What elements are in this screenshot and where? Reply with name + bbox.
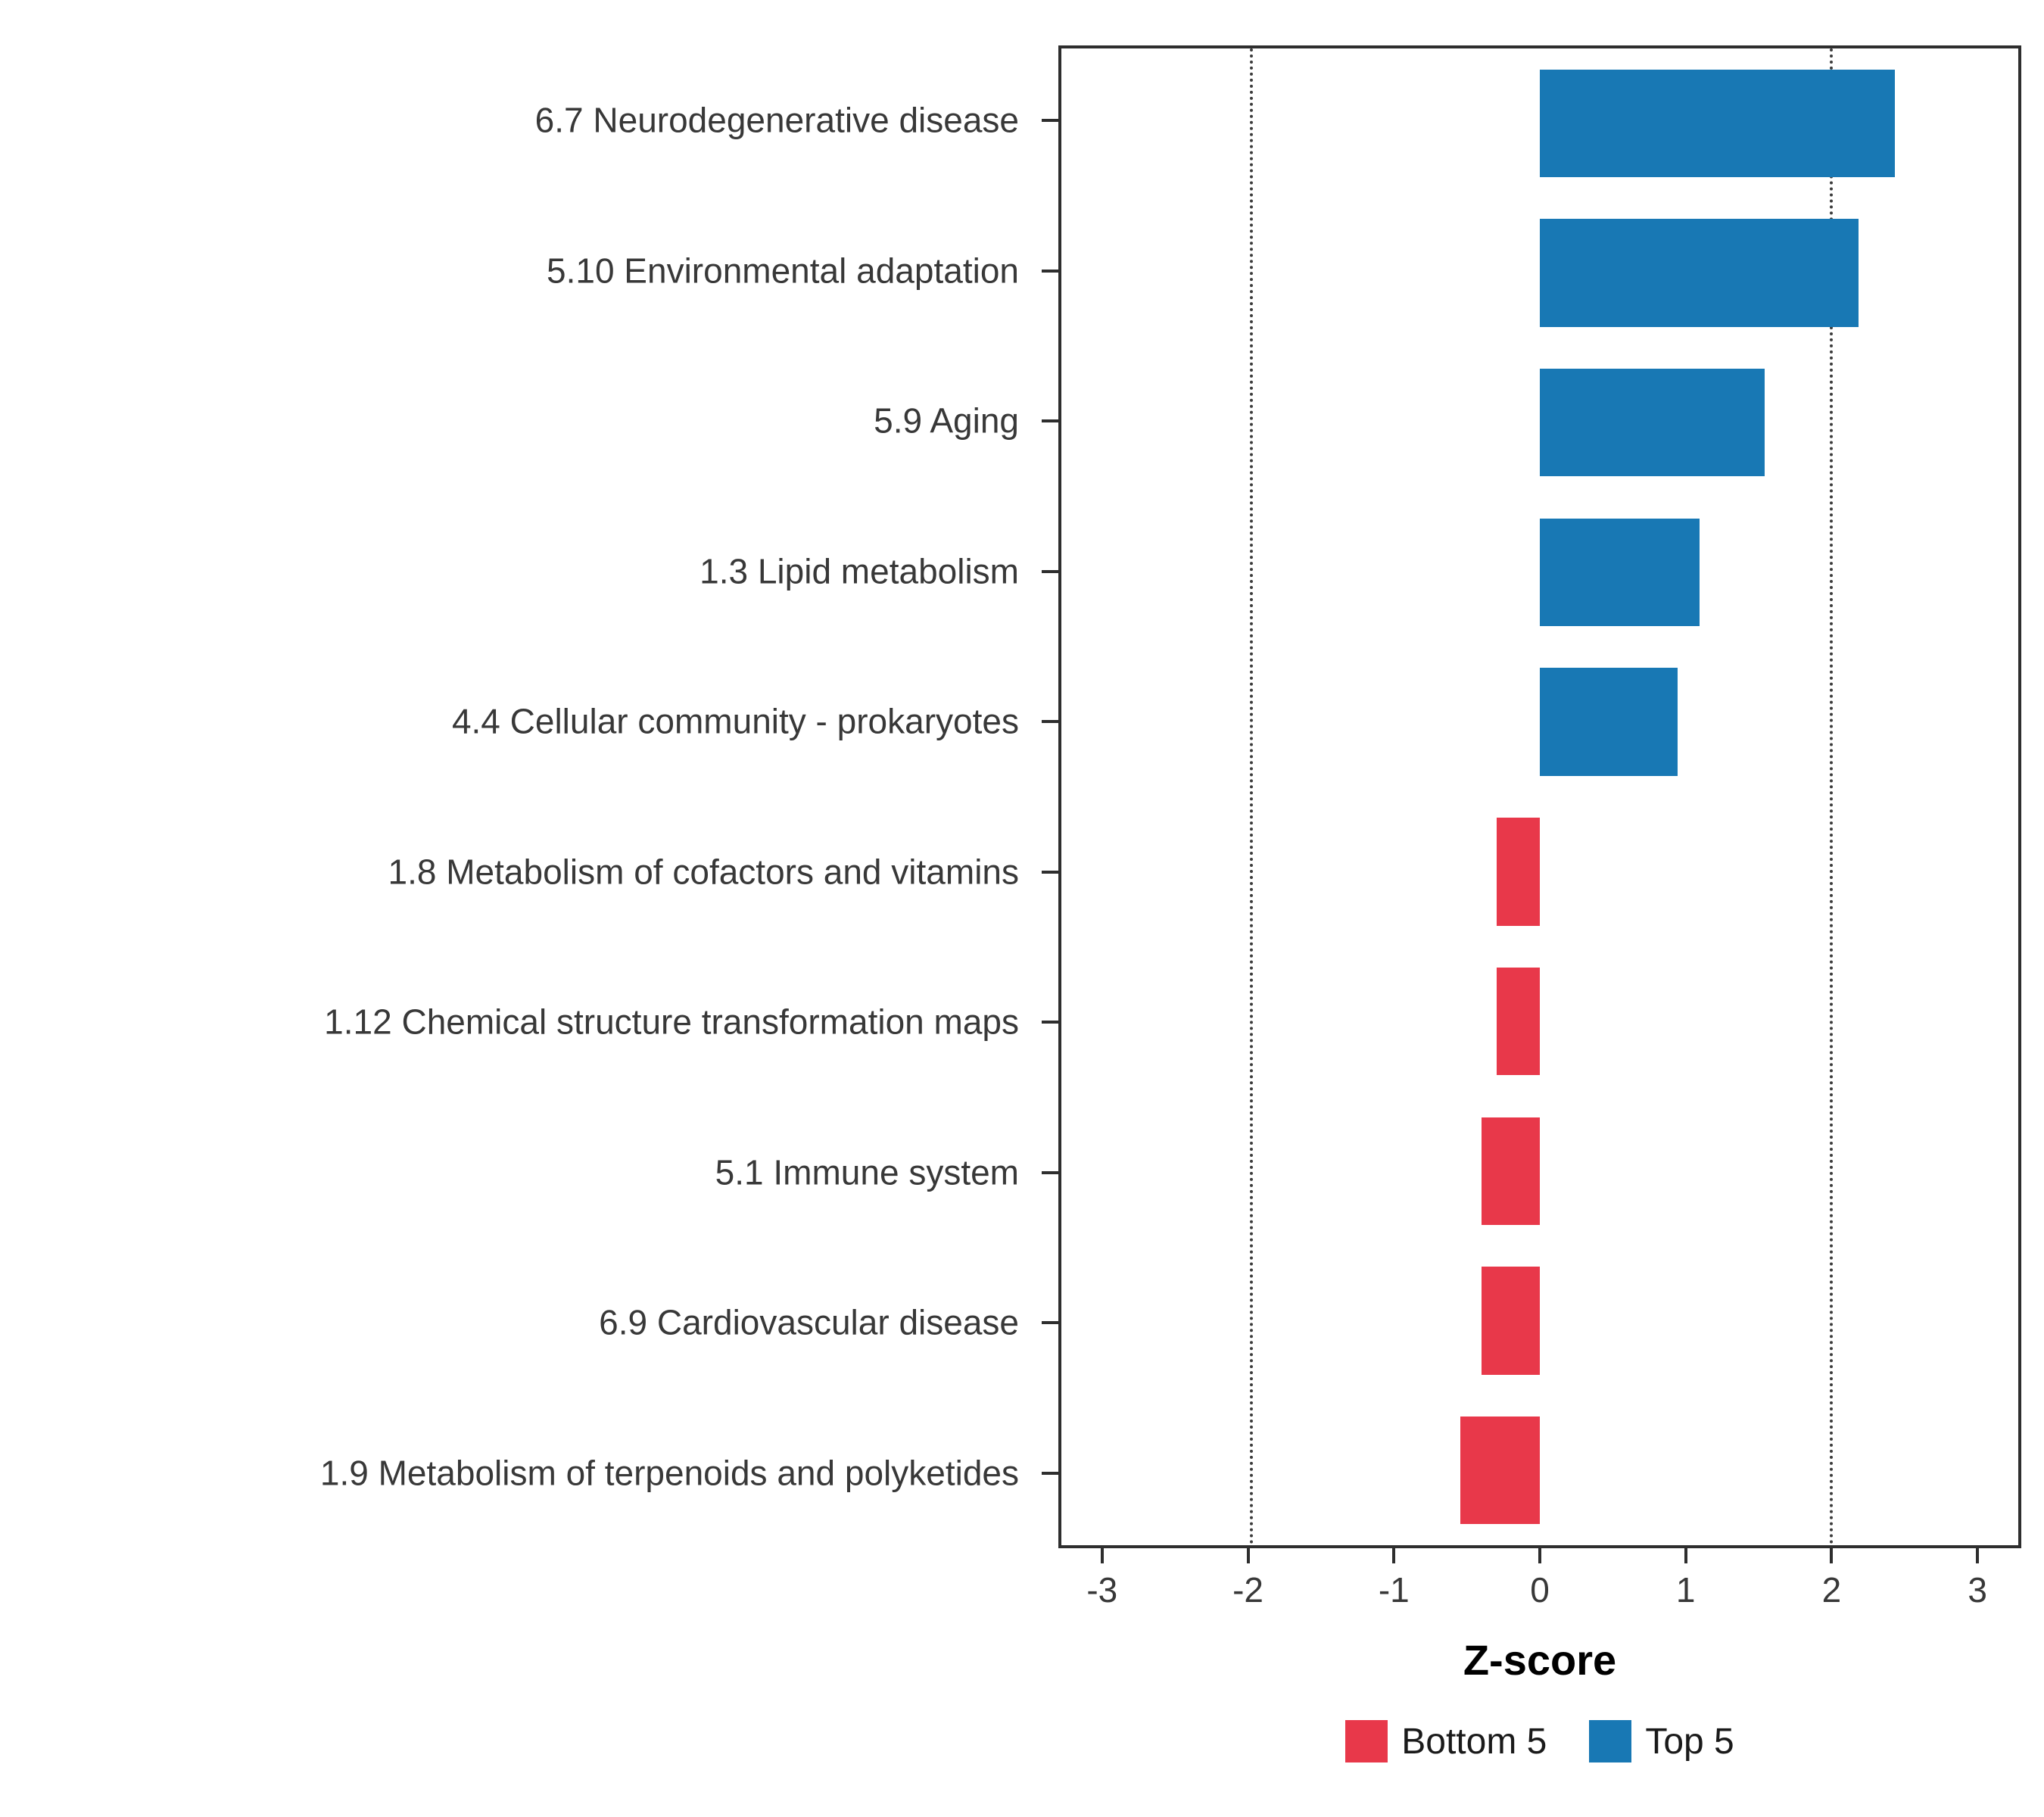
y-axis-label: 5.10 Environmental adaptation	[547, 251, 1019, 291]
y-axis-label: 6.7 Neurodegenerative disease	[534, 100, 1019, 140]
legend-swatch	[1345, 1720, 1388, 1762]
y-tick-mark	[1042, 269, 1058, 273]
bar	[1482, 1267, 1540, 1375]
y-tick-mark	[1042, 569, 1058, 573]
y-tick-mark	[1042, 419, 1058, 423]
y-axis-label: 5.9 Aging	[874, 400, 1019, 441]
x-tick-mark	[1830, 1548, 1834, 1563]
bar	[1540, 668, 1678, 776]
plot-panel	[1058, 45, 2021, 1548]
y-axis-ticks	[1042, 45, 1058, 1548]
x-tick-label: 2	[1821, 1570, 1842, 1610]
x-tick-mark	[1538, 1548, 1541, 1563]
x-tick-label: -2	[1232, 1570, 1263, 1610]
bar	[1482, 1117, 1540, 1225]
y-tick-mark	[1042, 1321, 1058, 1325]
bar	[1460, 1416, 1540, 1525]
x-tick-label: 1	[1675, 1570, 1696, 1610]
bar	[1540, 518, 1700, 627]
y-tick-mark	[1042, 1471, 1058, 1475]
legend-swatch	[1589, 1720, 1632, 1762]
bar	[1540, 69, 1896, 178]
bar	[1496, 818, 1540, 926]
x-tick-label: -1	[1378, 1570, 1410, 1610]
x-tick-label: -3	[1086, 1570, 1118, 1610]
x-tick-mark	[1392, 1548, 1396, 1563]
y-tick-mark	[1042, 720, 1058, 724]
y-tick-mark	[1042, 1170, 1058, 1174]
y-tick-mark	[1042, 1021, 1058, 1024]
bar	[1540, 219, 1859, 327]
y-axis-label: 4.4 Cellular community - prokaryotes	[451, 701, 1019, 741]
y-tick-mark	[1042, 119, 1058, 123]
bar	[1540, 369, 1765, 477]
legend-item: Bottom 5	[1345, 1720, 1547, 1762]
reference-line	[1830, 48, 1834, 1545]
y-axis-labels: 6.7 Neurodegenerative disease 5.10 Enviro…	[0, 45, 1030, 1548]
x-tick-mark	[1684, 1548, 1687, 1563]
y-axis-label: 1.8 Metabolism of cofactors and vitamins	[388, 852, 1019, 892]
y-axis-label: 5.1 Immune system	[715, 1152, 1019, 1192]
y-tick-mark	[1042, 870, 1058, 874]
y-axis-label: 6.9 Cardiovascular disease	[599, 1302, 1019, 1342]
bar	[1496, 967, 1540, 1076]
x-tick-mark	[1246, 1548, 1250, 1563]
legend: Bottom 5 Top 5	[1058, 1720, 2021, 1762]
legend-label: Top 5	[1645, 1721, 1734, 1762]
reference-line	[1249, 48, 1253, 1545]
x-axis: -3 -2 -1 0 1 2 3	[1058, 1548, 2021, 1632]
x-tick-mark	[1976, 1548, 1980, 1563]
x-tick-label: 3	[1968, 1570, 1987, 1610]
legend-item: Top 5	[1589, 1720, 1734, 1762]
x-axis-title: Z-score	[1463, 1636, 1617, 1684]
y-axis-label: 1.9 Metabolism of terpenoids and polyket…	[319, 1453, 1019, 1493]
y-axis-label: 1.3 Lipid metabolism	[700, 551, 1019, 591]
y-axis-label: 1.12 Chemical structure transformation m…	[324, 1002, 1019, 1042]
x-tick-label: 0	[1530, 1570, 1550, 1610]
legend-label: Bottom 5	[1401, 1721, 1547, 1762]
x-tick-mark	[1100, 1548, 1104, 1563]
